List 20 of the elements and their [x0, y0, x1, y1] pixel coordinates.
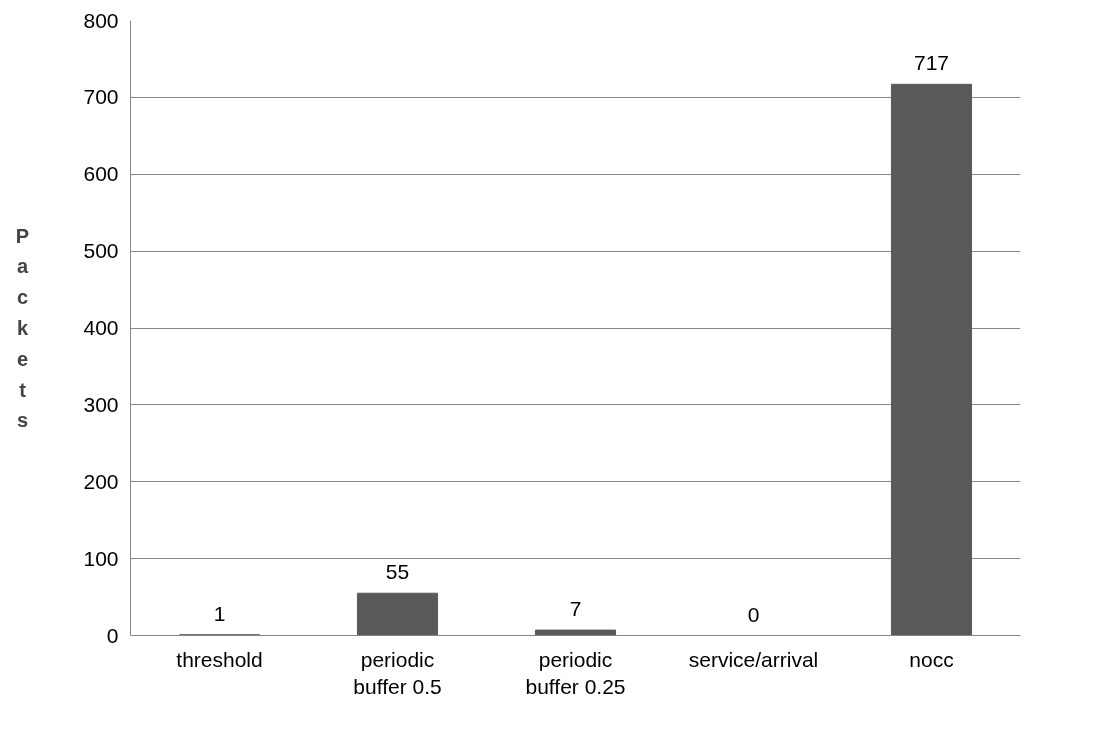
y-tick-label: 100: [83, 546, 119, 570]
y-tick-label: 300: [83, 392, 119, 416]
x-tick-label: service/arrival: [688, 647, 819, 671]
x-tick-label: nocc: [909, 647, 954, 671]
y-tick-label: 0: [106, 623, 119, 647]
data-label: 717: [913, 51, 950, 75]
x-tick-label: threshold: [176, 647, 263, 671]
x-tick-label: periodic buffer 0.5: [353, 647, 442, 699]
data-label: 7: [569, 597, 582, 621]
y-tick-label: 200: [83, 469, 119, 493]
x-tick-label: periodic buffer 0.25: [525, 647, 626, 699]
y-tick-label: 600: [83, 162, 119, 186]
y-tick-label: 400: [83, 316, 119, 339]
y-tick-label: 500: [83, 239, 119, 263]
data-label: 0: [747, 602, 760, 626]
y-tick-label: 800: [83, 8, 119, 32]
y-axis-title: Packets: [15, 224, 30, 432]
data-label: 55: [385, 560, 410, 584]
data-label: 1: [213, 601, 226, 625]
y-tick-label: 700: [83, 85, 119, 109]
